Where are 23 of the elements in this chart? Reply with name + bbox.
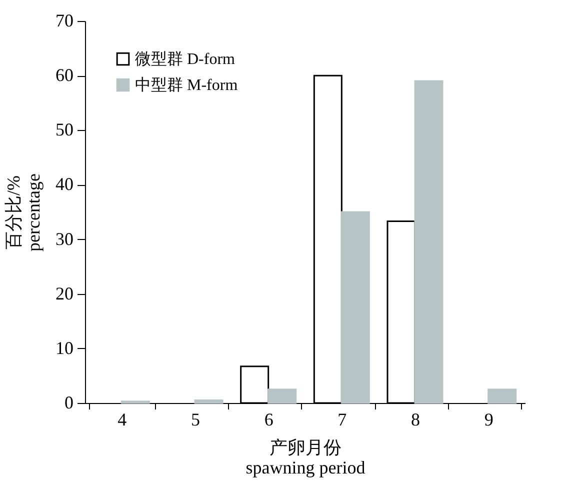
y-tick-label: 40 (56, 174, 74, 194)
bar (414, 80, 444, 404)
x-tick-label: 7 (338, 410, 347, 430)
y-tick-label: 20 (56, 283, 74, 304)
x-tick-label: 9 (484, 410, 494, 430)
y-tick-label: 10 (56, 338, 74, 358)
y-tick-label: 30 (56, 228, 74, 249)
x-tick-label: 8 (411, 410, 420, 430)
x-axis-title: 产卵月份 spawning period (246, 438, 366, 478)
legend-label: 中型群 M-form (135, 76, 238, 94)
legend-label: 微型群 D-form (135, 51, 236, 68)
y-tick-label: 70 (56, 10, 74, 30)
y-tick-label: 0 (64, 392, 74, 412)
bar (340, 211, 370, 404)
x-tick-label: 5 (191, 410, 200, 430)
bar (268, 388, 297, 404)
y-tick-label: 50 (56, 120, 74, 140)
bar (488, 388, 517, 404)
x-tick-label: 6 (264, 410, 274, 430)
y-tick-label: 60 (56, 65, 74, 86)
bar (194, 400, 224, 404)
y-axis-title: 百分比/% percentage (4, 174, 44, 252)
x-tick-label: 4 (118, 410, 127, 430)
